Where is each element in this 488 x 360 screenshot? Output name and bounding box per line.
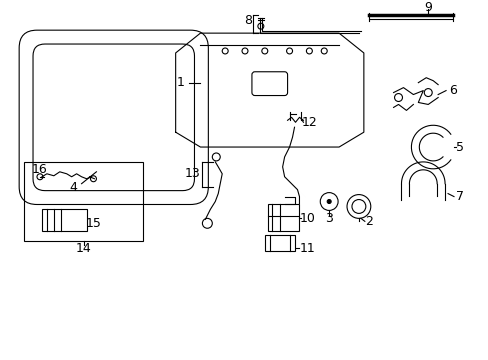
Text: 7: 7 — [455, 190, 463, 203]
Text: 11: 11 — [299, 242, 315, 255]
Text: 6: 6 — [448, 84, 456, 97]
Text: 8: 8 — [244, 14, 251, 27]
Text: 13: 13 — [184, 167, 200, 180]
Text: 15: 15 — [85, 217, 101, 230]
Circle shape — [326, 199, 330, 203]
Text: 3: 3 — [325, 212, 332, 225]
Text: 9: 9 — [424, 1, 431, 14]
Text: 4: 4 — [70, 181, 78, 194]
Text: 10: 10 — [299, 212, 315, 225]
Text: 14: 14 — [76, 242, 91, 255]
Text: 5: 5 — [455, 140, 463, 154]
Text: 2: 2 — [364, 215, 372, 228]
Text: 1: 1 — [176, 76, 184, 89]
Text: 16: 16 — [32, 163, 48, 176]
Text: 12: 12 — [301, 116, 317, 129]
